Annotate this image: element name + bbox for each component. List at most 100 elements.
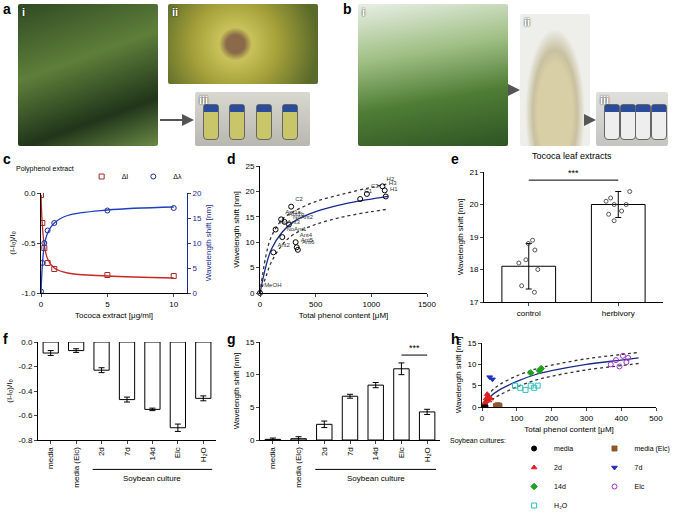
- svg-text:17: 17: [469, 298, 478, 307]
- svg-text:Wavelength shift [nm]: Wavelength shift [nm]: [204, 205, 213, 282]
- svg-text:7d: 7d: [123, 447, 132, 456]
- svg-text:ΔI: ΔI: [122, 173, 129, 180]
- svg-text:control: control: [517, 309, 541, 318]
- svg-text:25: 25: [245, 162, 254, 171]
- svg-text:2d: 2d: [97, 447, 106, 456]
- svg-text:Ant2: Ant2: [277, 242, 290, 248]
- svg-text:14d: 14d: [554, 483, 566, 490]
- svg-text:19: 19: [469, 233, 478, 242]
- svg-text:Ant5: Ant5: [301, 237, 314, 243]
- svg-text:Wavelength shift [nm]: Wavelength shift [nm]: [456, 199, 465, 276]
- svg-text:400: 400: [615, 414, 629, 423]
- svg-text:21: 21: [469, 168, 478, 177]
- svg-text:100: 100: [510, 414, 524, 423]
- svg-text:Wavelength shift [nm]: Wavelength shift [nm]: [232, 353, 241, 430]
- svg-text:***: ***: [568, 168, 579, 178]
- svg-text:15: 15: [245, 213, 254, 222]
- svg-text:200: 200: [545, 414, 559, 423]
- svg-text:-1.0: -1.0: [22, 289, 36, 298]
- svg-text:10: 10: [169, 300, 178, 309]
- svg-text:0.0: 0.0: [21, 338, 33, 347]
- svg-text:media: media: [554, 445, 573, 452]
- svg-text:20: 20: [193, 189, 202, 198]
- svg-text:1500: 1500: [418, 300, 436, 309]
- svg-text:-0.2: -0.2: [19, 362, 33, 371]
- svg-text:H2: H2: [387, 176, 395, 182]
- svg-text:0: 0: [250, 289, 255, 298]
- svg-text:-0.4: -0.4: [19, 387, 33, 396]
- svg-text:H3: H3: [389, 180, 397, 186]
- svg-text:0.0: 0.0: [24, 189, 36, 198]
- svg-text:herbivory: herbivory: [602, 309, 635, 318]
- svg-text:Wavelength shift [nm]: Wavelength shift [nm]: [454, 337, 463, 414]
- svg-text:15: 15: [193, 214, 202, 223]
- svg-text:Wavelength shift [nm]: Wavelength shift [nm]: [232, 191, 241, 268]
- svg-text:10: 10: [467, 360, 476, 369]
- svg-text:2d: 2d: [320, 447, 329, 456]
- svg-text:5: 5: [250, 263, 255, 272]
- svg-text:14d: 14d: [371, 447, 380, 460]
- svg-text:media: media: [46, 447, 55, 469]
- svg-text:Ant1b: Ant1b: [289, 211, 305, 217]
- svg-text:Δλ: Δλ: [173, 173, 182, 180]
- svg-text:15: 15: [245, 338, 254, 347]
- svg-text:20: 20: [469, 200, 478, 209]
- svg-text:Total phenol content [μM]: Total phenol content [μM]: [299, 311, 389, 320]
- svg-text:10: 10: [245, 238, 254, 247]
- svg-text:C2: C2: [295, 196, 303, 202]
- svg-text:Elc: Elc: [173, 447, 182, 458]
- svg-text:5: 5: [193, 264, 198, 273]
- svg-text:Soybean cultures:: Soybean cultures:: [450, 437, 506, 445]
- svg-text:media (Elc): media (Elc): [634, 445, 669, 453]
- svg-text:Elc: Elc: [634, 483, 644, 490]
- svg-text:0: 0: [250, 436, 255, 445]
- svg-text:Total phenol content [μM]: Total phenol content [μM]: [524, 425, 614, 434]
- svg-text:H₂O: H₂O: [554, 502, 568, 509]
- svg-text:-0.5: -0.5: [22, 239, 36, 248]
- svg-text:5: 5: [250, 403, 255, 412]
- svg-text:-0.6: -0.6: [19, 411, 33, 420]
- svg-text:0: 0: [193, 289, 198, 298]
- svg-text:H1: H1: [390, 186, 398, 192]
- svg-text:Ant1a: Ant1a: [285, 209, 301, 215]
- svg-text:14d: 14d: [148, 447, 157, 460]
- svg-text:7d: 7d: [634, 464, 642, 471]
- svg-text:Elc: Elc: [397, 447, 406, 458]
- svg-text:media (Elc): media (Elc): [294, 447, 303, 488]
- svg-text:Tococa leaf extracts: Tococa leaf extracts: [532, 151, 612, 161]
- svg-text:5: 5: [472, 381, 477, 390]
- svg-text:(I-I₀)/I₀: (I-I₀)/I₀: [8, 231, 17, 255]
- svg-text:500: 500: [649, 414, 663, 423]
- svg-text:1000: 1000: [362, 300, 380, 309]
- svg-text:H₂O: H₂O: [423, 447, 432, 462]
- svg-text:0: 0: [472, 403, 477, 412]
- svg-text:7d: 7d: [346, 447, 355, 456]
- svg-text:media: media: [268, 447, 277, 469]
- svg-text:C1: C1: [364, 188, 372, 194]
- svg-text:0: 0: [480, 414, 485, 423]
- svg-text:NoAnt2: NoAnt2: [293, 214, 314, 220]
- svg-text:10: 10: [245, 370, 254, 379]
- svg-text:0: 0: [39, 300, 44, 309]
- svg-text:Soybean culture: Soybean culture: [347, 474, 405, 483]
- svg-text:Soybean culture: Soybean culture: [123, 474, 181, 483]
- svg-text:Tococa extract [μg/ml]: Tococa extract [μg/ml]: [75, 311, 153, 320]
- svg-text:Ant6: Ant6: [302, 239, 315, 245]
- svg-text:Ant4: Ant4: [300, 232, 313, 238]
- svg-text:-0.8: -0.8: [19, 436, 33, 445]
- svg-text:(I-I₀)/I₀: (I-I₀)/I₀: [5, 379, 14, 403]
- svg-text:NoAnt3: NoAnt3: [280, 219, 301, 225]
- svg-text:MeOH: MeOH: [264, 282, 281, 288]
- svg-text:***: ***: [409, 343, 420, 353]
- svg-text:300: 300: [580, 414, 594, 423]
- svg-text:H₂O: H₂O: [199, 447, 208, 462]
- svg-text:500: 500: [309, 300, 323, 309]
- svg-text:media (Elc): media (Elc): [72, 447, 81, 488]
- svg-text:Polyphenol extract: Polyphenol extract: [16, 165, 74, 173]
- svg-text:C3: C3: [371, 183, 379, 189]
- svg-text:0: 0: [258, 300, 263, 309]
- svg-text:2d: 2d: [554, 464, 562, 471]
- svg-text:15: 15: [467, 339, 476, 348]
- svg-text:20: 20: [245, 187, 254, 196]
- svg-text:18: 18: [469, 265, 478, 274]
